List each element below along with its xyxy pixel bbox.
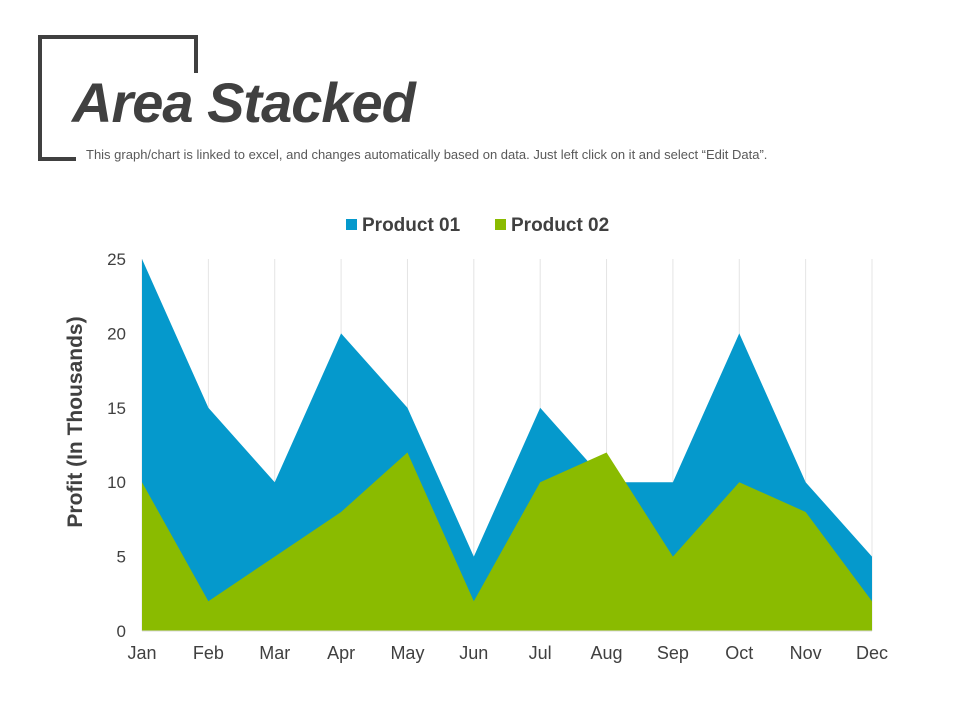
legend-swatch-2	[495, 219, 506, 230]
x-tick-label: Nov	[790, 643, 822, 663]
title-frame-top	[38, 35, 198, 39]
x-tick-label: Jan	[127, 643, 156, 663]
x-tick-label: May	[390, 643, 424, 663]
x-tick-label: Feb	[193, 643, 224, 663]
legend-label-2: Product 02	[511, 215, 609, 236]
y-tick-label: 10	[107, 473, 126, 492]
x-tick-label: Aug	[591, 643, 623, 663]
page-title: Area Stacked	[72, 71, 416, 134]
title-frame-left	[38, 35, 42, 161]
x-tick-label: Jul	[529, 643, 552, 663]
x-tick-label: Oct	[725, 643, 753, 663]
area-series-2	[142, 452, 872, 631]
title-frame-right	[194, 35, 198, 73]
x-tick-label: Jun	[459, 643, 488, 663]
x-tick-label: Mar	[259, 643, 290, 663]
legend-label-1: Product 01	[362, 215, 461, 236]
x-tick-label: Sep	[657, 643, 689, 663]
y-tick-label: 15	[107, 399, 126, 418]
title-frame-bottom	[38, 157, 76, 161]
page-subtitle: This graph/chart is linked to excel, and…	[86, 147, 768, 162]
y-tick-label: 20	[107, 324, 126, 343]
y-tick-label: 25	[107, 250, 126, 269]
x-tick-label: Dec	[856, 643, 888, 663]
y-tick-label: 5	[117, 548, 126, 567]
y-tick-label: 0	[117, 622, 126, 641]
x-tick-label: Apr	[327, 643, 355, 663]
y-axis-label: Profit (In Thousands)	[64, 316, 87, 527]
legend-swatch-1	[346, 219, 357, 230]
